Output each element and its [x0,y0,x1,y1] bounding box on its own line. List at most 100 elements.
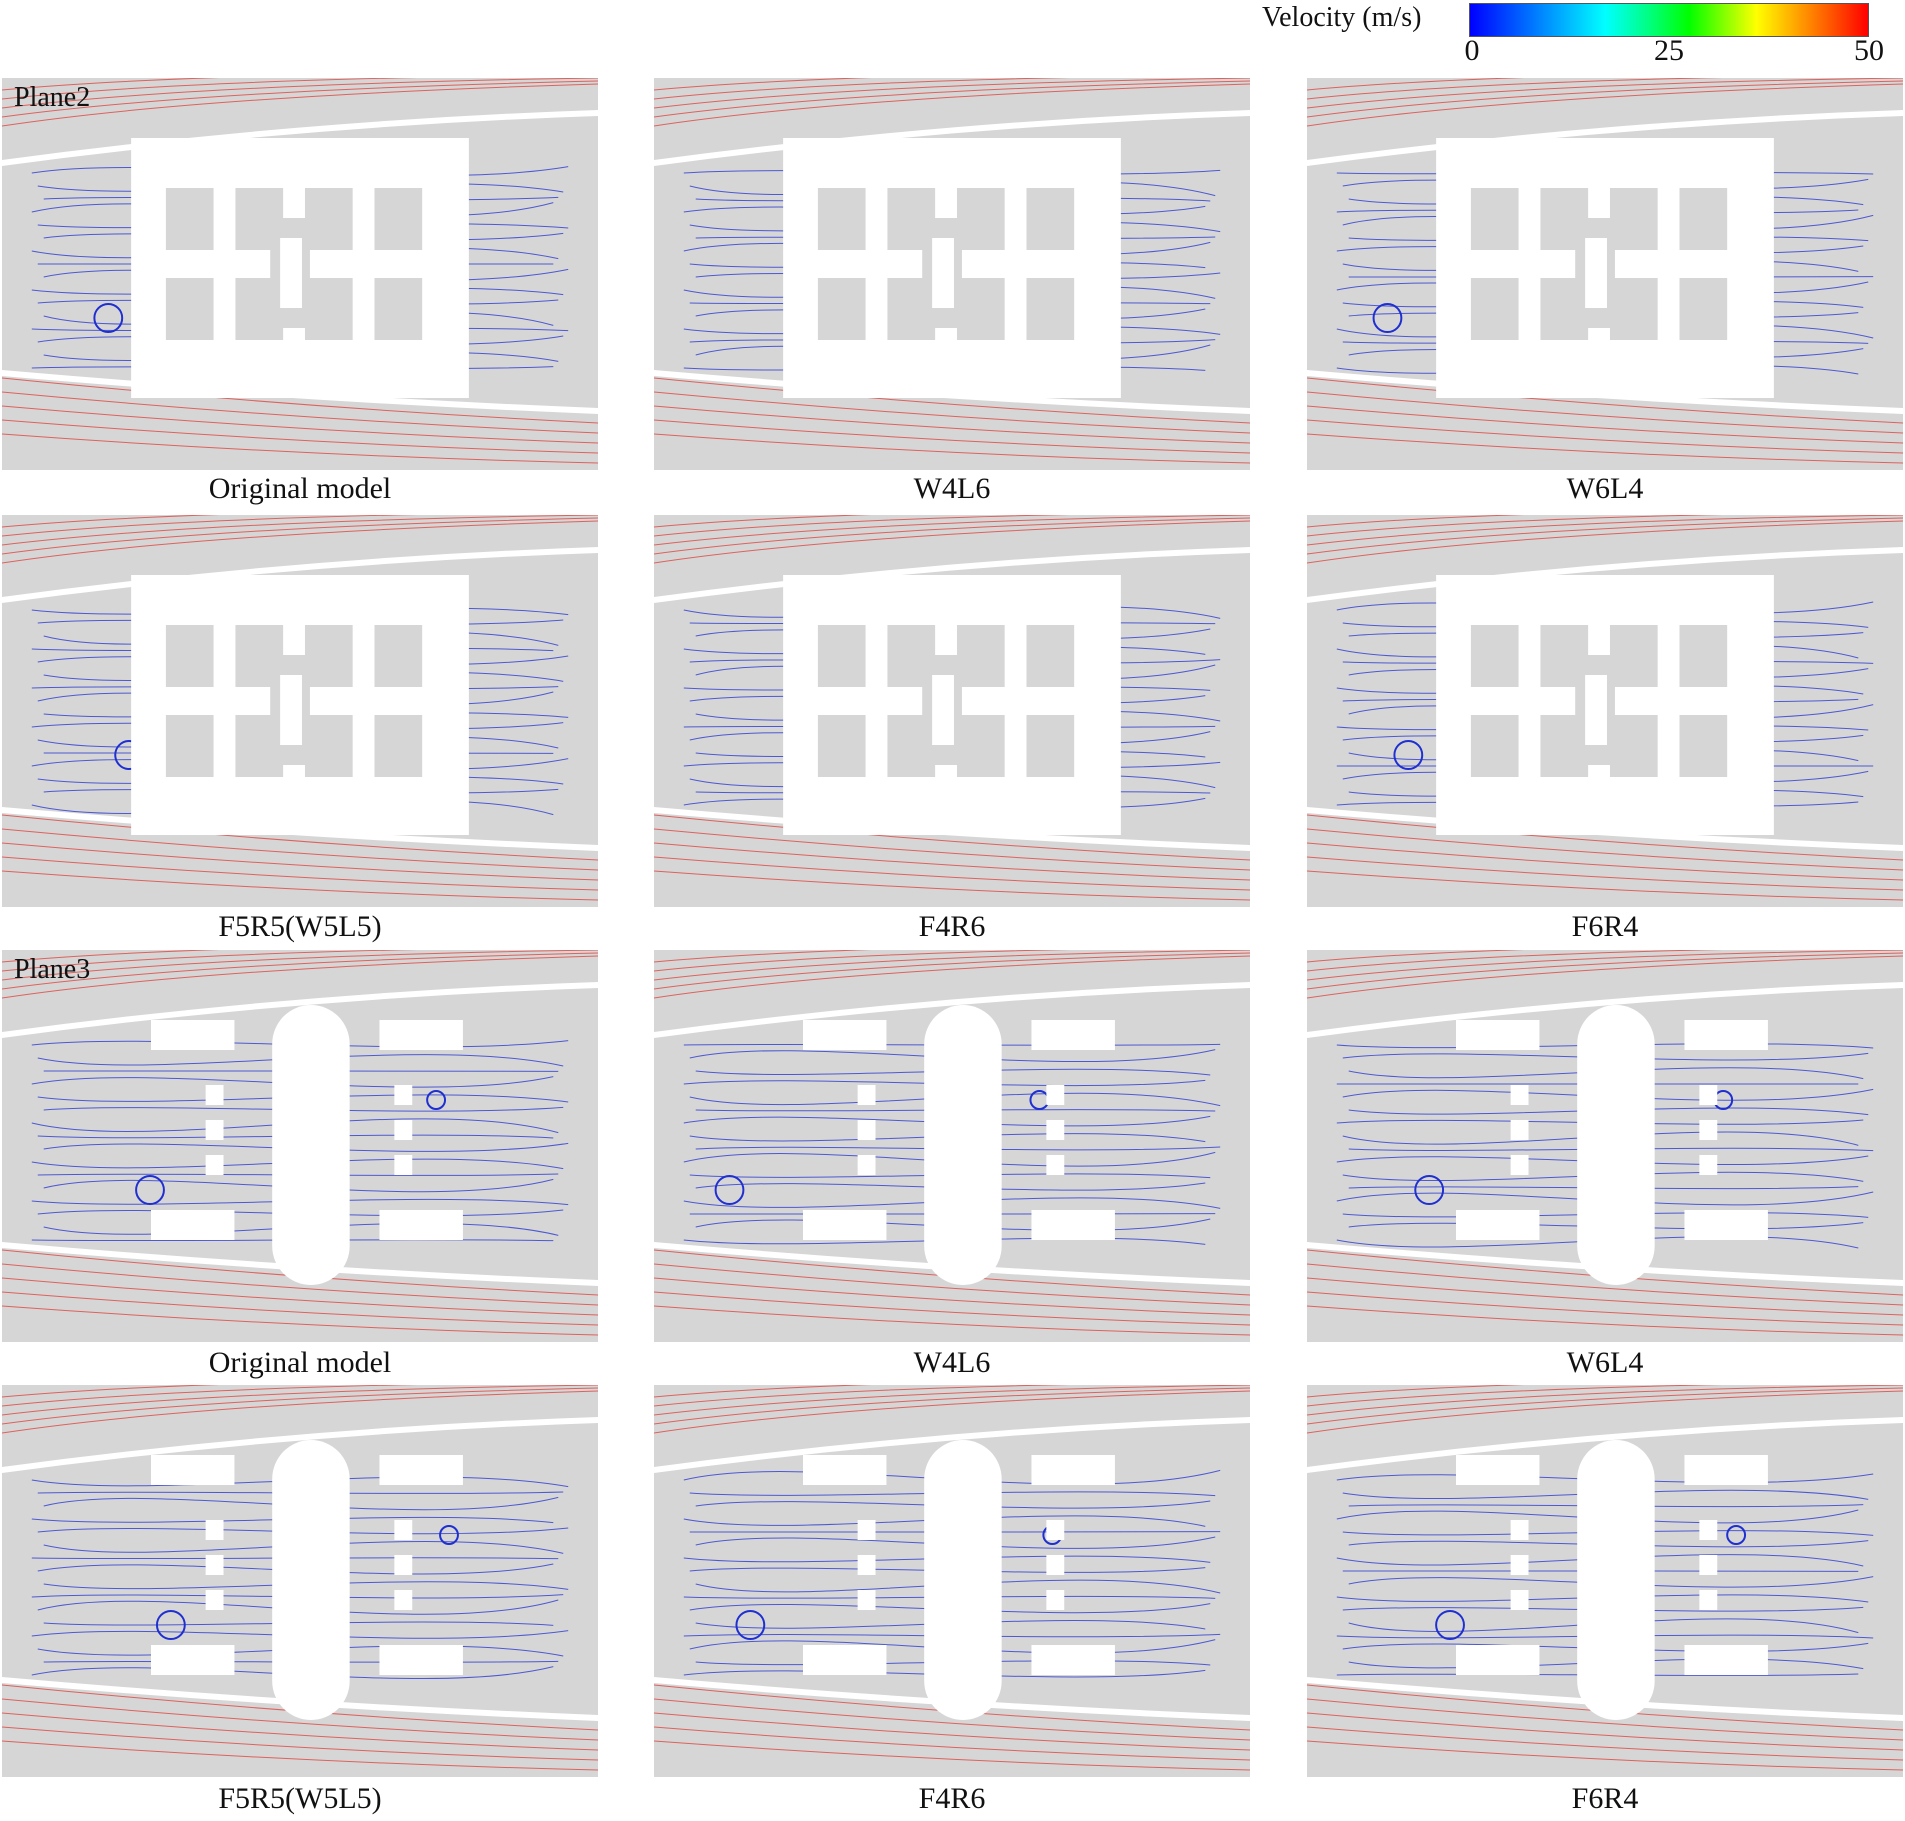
outer-streamline-top [654,515,1070,537]
outer-streamline-top [654,78,1070,100]
outer-streamline-top [1307,1385,1723,1407]
courtyard [304,278,353,340]
streamline-plot [1307,78,1903,464]
outer-streamline-top [654,83,1250,127]
small-block [857,1520,876,1540]
outer-streamline-top [2,1387,598,1425]
outer-streamline-bottom [654,1712,1250,1751]
top-boundary-gap [654,982,1250,1038]
oval-atrium [272,1005,350,1285]
small-block [394,1085,413,1105]
bottom-boundary-gap [2,370,598,414]
top-boundary-gap [654,1417,1250,1473]
streamline-plot [2,1385,598,1771]
building-block [1031,1020,1115,1050]
courtyard [1679,625,1728,687]
outer-streamline-top [2,1390,598,1434]
streamline-plot [1307,1385,1903,1771]
building-block [803,1455,887,1485]
caption-plane3-w6l4: W6L4 [1566,1346,1644,1379]
outer-streamline-top [1307,950,1723,972]
small-block [1046,1555,1065,1575]
courtyard [165,715,214,777]
streamline-plot [654,78,1250,464]
vortex [1414,1175,1445,1205]
panel-plane3-f4r6 [654,1385,1250,1777]
courtyard [165,188,214,250]
building-block [1684,1020,1768,1050]
courtyard [817,278,866,340]
vortex [1726,1525,1747,1545]
small-block [1510,1520,1529,1540]
building-block [379,1455,463,1485]
outer-streamline-top [1307,950,1903,981]
building-block [379,1210,463,1240]
outer-streamline-bottom [1307,433,1903,464]
velocity-colorbar [1469,3,1869,37]
outer-streamline-bottom [654,405,1250,444]
outer-streamline-bottom [1307,1698,1903,1741]
small-block [1046,1120,1065,1140]
outer-streamline-top [654,515,872,528]
streamline-plot [654,1385,1250,1771]
outer-streamline-top [2,515,220,528]
outer-streamline-bottom [654,814,1250,861]
top-boundary-gap [1307,982,1903,1038]
outer-streamline-bottom [2,419,598,454]
legend-tick-max: 50 [1854,34,1884,67]
outer-streamline-bottom [654,1305,1250,1336]
small-block [1510,1590,1529,1610]
center-void [932,675,954,745]
outer-streamline-bottom [1307,405,1903,444]
caption-plane3-f6r4: F6R4 [1571,1782,1639,1815]
streamline-plot [654,515,1250,901]
oval-atrium [1577,1440,1655,1720]
panel-plane2-w6l4 [1307,78,1903,470]
outer-streamline-bottom [1307,1263,1903,1306]
bottom-boundary-gap [654,807,1250,851]
outer-streamline-bottom [654,870,1250,901]
outer-streamline-top [2,515,418,537]
courtyard [817,715,866,777]
building-block [1684,1455,1768,1485]
building-block [1684,1645,1768,1675]
outer-streamline-bottom [1307,870,1903,901]
streamline-plot [2,515,598,901]
small-block [857,1555,876,1575]
vortex [93,303,124,333]
outer-streamline-top [654,952,1250,990]
top-boundary-gap [2,1417,598,1473]
outer-streamline-top [1307,1385,1525,1398]
outer-streamline-bottom [1307,1291,1903,1326]
bottom-boundary-gap [1307,1677,1903,1721]
outer-streamline-top [654,950,872,963]
streamline-plot [2,950,598,1336]
bottom-boundary-gap [2,1242,598,1286]
courtyard [956,715,1005,777]
small-block [857,1085,876,1105]
outer-streamline-top [654,955,1250,999]
outer-streamline-top [654,78,1250,109]
small-block [394,1590,413,1610]
small-block [1046,1155,1065,1175]
top-boundary-gap [1307,110,1903,166]
outer-streamline-bottom [1307,1740,1903,1771]
outer-streamline-bottom [654,1740,1250,1771]
vortex [135,1175,165,1205]
bottom-boundary-gap [1307,370,1903,414]
outer-streamline-top [1307,515,1903,546]
small-block [205,1085,224,1105]
outer-streamline-top [2,515,598,546]
courtyard [374,278,423,340]
bottom-boundary-gap [1307,807,1903,851]
small-block [857,1120,876,1140]
outer-streamline-bottom [654,1263,1250,1306]
building-block [151,1020,235,1050]
small-block [1046,1520,1065,1540]
courtyard [1470,278,1519,340]
panel-plane2-w4l6 [654,78,1250,470]
small-block [1510,1120,1529,1140]
outer-streamline-top [2,950,220,963]
building-block [1456,1455,1540,1485]
outer-streamline-bottom [2,1726,598,1761]
